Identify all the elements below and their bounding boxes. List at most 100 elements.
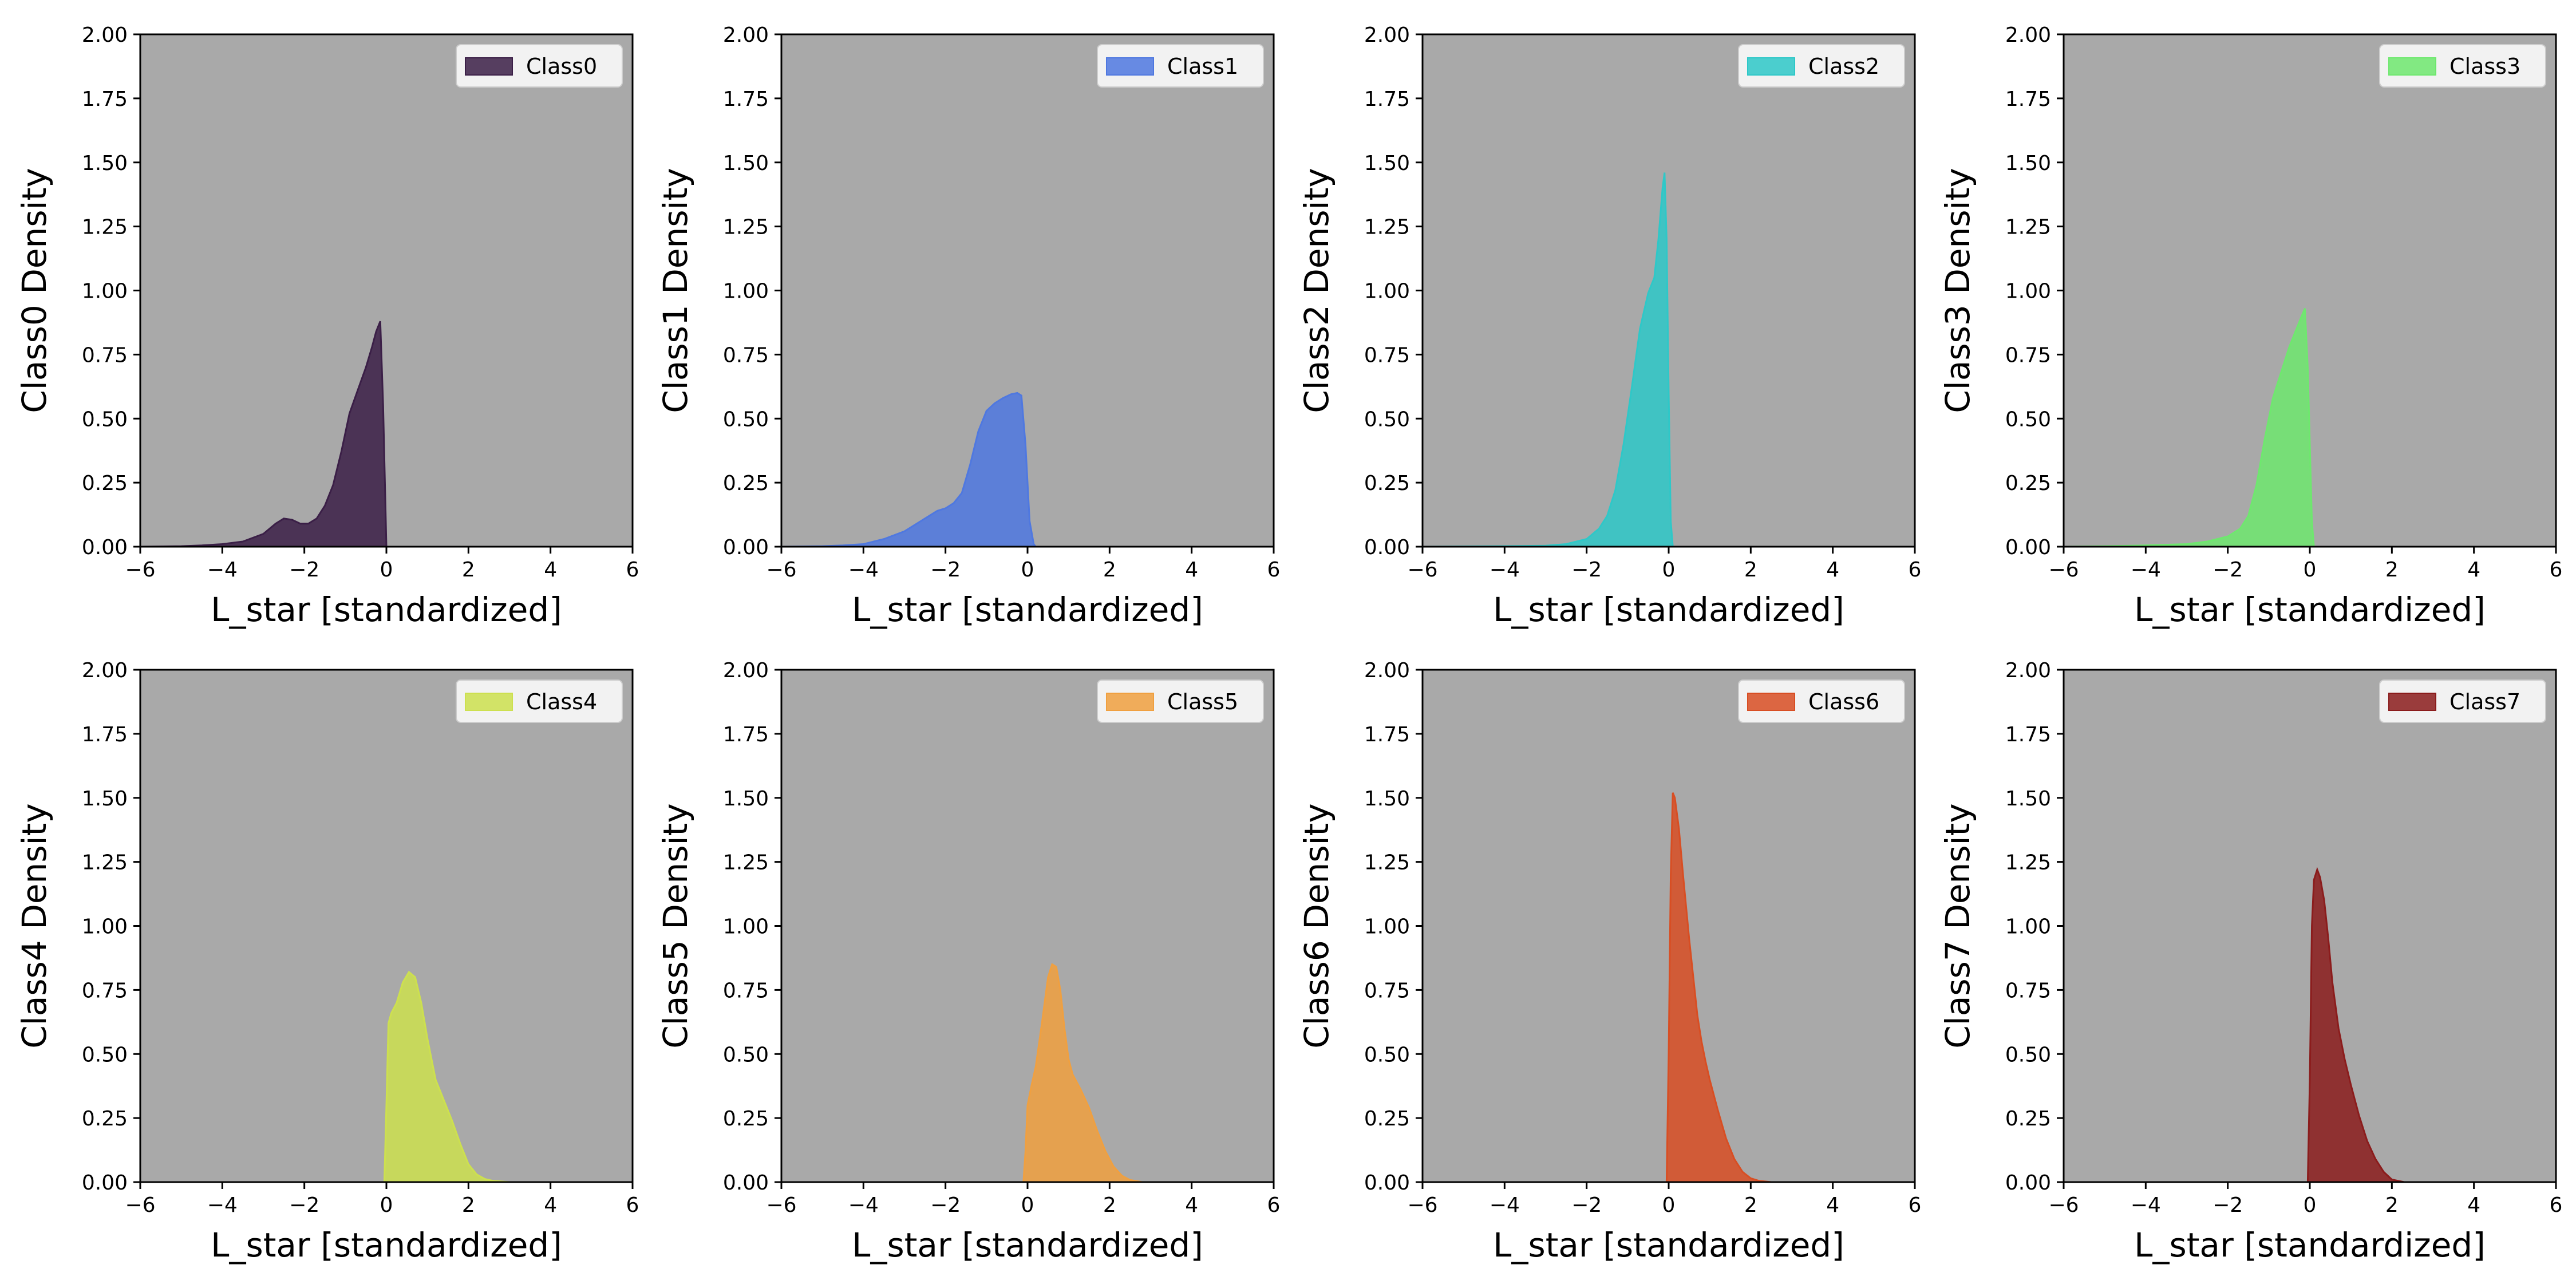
legend-box (2379, 44, 2546, 88)
y-tick-label: 0.50 (723, 1043, 769, 1066)
density-area-class2 (1422, 172, 1674, 548)
x-tick-label: −2 (289, 558, 319, 582)
y-tick-label: 0.75 (82, 979, 128, 1002)
y-tick-label: 0.00 (723, 536, 769, 559)
legend-swatch (1747, 57, 1795, 76)
x-tick-label: 2 (1103, 558, 1116, 582)
x-tick-label: 2 (462, 1194, 475, 1217)
x-tick-label: −6 (766, 558, 796, 582)
y-tick-label: 1.25 (2005, 216, 2051, 239)
x-tick-label: 4 (544, 558, 557, 582)
density-area-class1 (781, 392, 1038, 548)
y-tick-label: 0.50 (82, 408, 128, 431)
y-tick-label: 1.75 (2005, 723, 2051, 746)
y-tick-label: 1.00 (1364, 915, 1410, 939)
y-tick-label: 2.00 (1364, 659, 1410, 682)
y-tick-label: 0.25 (2005, 1107, 2051, 1131)
x-tick-label: 0 (1662, 558, 1676, 582)
subplot-1: −6 −4 −2 0 2 4 6 0.00 0.25 0.50 0.75 1.00 1.25 1.50 1.… (656, 23, 1280, 629)
legend-swatch (1747, 693, 1795, 711)
y-tick-label: 1.75 (723, 723, 769, 746)
subplot-0: −6 −4 −2 0 2 4 6 0.00 0.25 0.50 0.75 1.00 1.25 1.50 1.… (15, 23, 639, 629)
x-tick-label: 4 (1826, 558, 1839, 582)
y-tick-label: 1.50 (1364, 152, 1410, 175)
y-axis-label: Class2 Density (1297, 168, 1336, 413)
y-tick-label: 0.00 (1364, 1171, 1410, 1195)
x-tick-label: −6 (766, 1194, 796, 1217)
y-axis-label: Class1 Density (656, 168, 695, 413)
y-axis-label: Class0 Density (15, 168, 54, 413)
y-tick-label: 1.25 (82, 216, 128, 239)
x-tick-label: −2 (2212, 1194, 2243, 1217)
legend-box (1738, 44, 1905, 88)
legend-label: Class7 (2449, 689, 2520, 714)
x-tick-label: 2 (1744, 558, 1757, 582)
y-tick-label: 0.50 (2005, 408, 2051, 431)
y-tick-label: 1.50 (723, 787, 769, 811)
legend-box (1097, 679, 1264, 723)
legend-box (1738, 679, 1905, 723)
x-tick-label: −4 (2131, 1194, 2161, 1217)
legend: Class2 (1738, 44, 1905, 88)
legend-swatch (465, 57, 513, 76)
y-tick-label: 1.00 (2005, 280, 2051, 303)
y-tick-label: 0.75 (2005, 343, 2051, 367)
x-tick-label: 6 (1909, 558, 1922, 582)
subplot-5: −6 −4 −2 0 2 4 6 0.00 0.25 0.50 0.75 1.00 1.25 1.50 1.… (656, 659, 1280, 1265)
y-tick-label: 1.25 (1364, 851, 1410, 875)
y-axis-label: Class4 Density (15, 803, 54, 1048)
y-tick-label: 0.50 (723, 408, 769, 431)
y-tick-label: 0.75 (2005, 979, 2051, 1002)
x-tick-label: 0 (1021, 1194, 1034, 1217)
x-tick-label: 0 (380, 1194, 393, 1217)
x-axis-label: L_star [standardized] (1493, 590, 1844, 629)
y-tick-label: 0.50 (1364, 408, 1410, 431)
legend-box (456, 679, 623, 723)
y-axis-label: Class3 Density (1938, 168, 1977, 413)
subplot-7: −6 −4 −2 0 2 4 6 0.00 0.25 0.50 0.75 1.00 1.25 1.50 1.… (1938, 659, 2562, 1265)
y-tick-label: 1.50 (2005, 787, 2051, 811)
y-tick-label: 1.00 (82, 915, 128, 939)
x-tick-label: −2 (289, 1194, 319, 1217)
x-tick-label: −2 (930, 1194, 961, 1217)
y-tick-label: 1.50 (723, 152, 769, 175)
y-tick-label: 0.25 (723, 472, 769, 495)
y-tick-label: 1.25 (82, 851, 128, 875)
x-tick-label: −4 (207, 1194, 238, 1217)
y-tick-label: 1.00 (723, 280, 769, 303)
legend-swatch (1106, 57, 1154, 76)
x-axis-label: L_star [standardized] (2134, 1226, 2486, 1265)
legend-box (456, 44, 623, 88)
x-tick-label: 0 (2304, 1194, 2317, 1217)
y-tick-label: 1.00 (723, 915, 769, 939)
y-tick-label: 1.00 (2005, 915, 2051, 939)
x-axis-label: L_star [standardized] (852, 1226, 1203, 1265)
y-tick-label: 2.00 (2005, 659, 2051, 682)
x-tick-label: 2 (462, 558, 475, 582)
x-tick-label: −2 (1571, 1194, 1602, 1217)
plot-area (140, 34, 633, 547)
x-tick-label: −6 (1407, 1194, 1437, 1217)
y-tick-label: 0.50 (82, 1043, 128, 1066)
y-tick-label: 0.00 (82, 536, 128, 559)
x-tick-label: 4 (2467, 1194, 2480, 1217)
legend-label: Class4 (526, 689, 597, 714)
x-tick-label: 2 (2385, 1194, 2399, 1217)
legend: Class4 (456, 679, 623, 723)
y-tick-label: 0.25 (723, 1107, 769, 1131)
x-axis-label: L_star [standardized] (1493, 1226, 1844, 1265)
density-area-class0 (140, 321, 388, 548)
legend-swatch (1106, 693, 1154, 711)
legend: Class6 (1738, 679, 1905, 723)
x-tick-label: −2 (1571, 558, 1602, 582)
x-tick-label: 2 (1103, 1194, 1116, 1217)
y-tick-label: 1.75 (82, 723, 128, 746)
x-tick-label: 0 (1021, 558, 1034, 582)
legend-swatch (2388, 57, 2436, 76)
x-axis-label: L_star [standardized] (2134, 590, 2486, 629)
x-tick-label: 4 (1185, 1194, 1198, 1217)
y-tick-label: 0.00 (2005, 536, 2051, 559)
x-tick-label: −6 (2048, 558, 2079, 582)
x-tick-label: 6 (1909, 1194, 1922, 1217)
y-tick-label: 0.25 (1364, 1107, 1410, 1131)
